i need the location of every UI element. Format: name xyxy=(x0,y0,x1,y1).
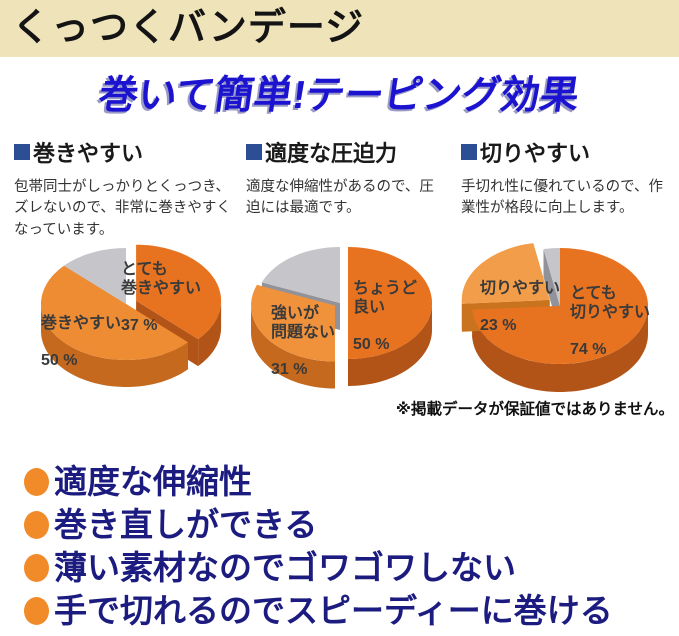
orange-dot-icon xyxy=(24,553,49,582)
feature-heading-text: 適度な圧迫力 xyxy=(265,141,398,166)
pie-chart-compression xyxy=(251,247,432,389)
feature-body: 手切れ性に優れているので、作業性が格段に向上します。 xyxy=(461,179,663,217)
pie-chart-cutting xyxy=(461,243,648,392)
square-bullet-icon xyxy=(246,144,262,160)
benefit-item: 適度な伸縮性 xyxy=(24,460,674,503)
product-banner: くっつくバンデージ xyxy=(0,0,679,57)
pie-slice-label: とても 切りやすい 74 % xyxy=(570,285,651,358)
feature-heading: 切りやすい xyxy=(461,136,673,168)
feature-easy-to-cut: 切りやすい 手切れ性に優れているので、作業性が格段に向上します。 xyxy=(461,136,673,220)
product-name: くっつくバンデージ xyxy=(12,7,365,49)
pie-slice-label: 切りやすい 23 % xyxy=(480,280,561,335)
feature-moderate-compression: 適度な圧迫力 適度な伸縮性があるので、圧迫には最適です。 xyxy=(246,136,444,220)
benefit-list: 適度な伸縮性 巻き直しができる 薄い素材なのでゴワゴワしない 手で切れるのでスピ… xyxy=(24,460,674,632)
pie-slice-label: とても 巻きやすい 37 % xyxy=(121,261,202,334)
feature-body: 適度な伸縮性があるので、圧迫には最適です。 xyxy=(246,179,434,217)
orange-dot-icon xyxy=(24,510,49,539)
feature-heading: 巻きやすい xyxy=(14,136,238,168)
benefit-item: 巻き直しができる xyxy=(24,503,674,546)
hero-title: 巻いて簡単!テーピング効果 xyxy=(96,74,582,117)
pie-slice-label: ちょうど 良い 50 % xyxy=(353,280,418,353)
pie-chart-wrapping xyxy=(41,244,222,387)
feature-columns: 巻きやすい 包帯同士がしっかりとくっつき、ズレないので、非常に巻きやすくなってい… xyxy=(0,136,679,238)
disclaimer-note: ※掲載データが保証値ではありません。 xyxy=(395,401,674,418)
pie-slice-label: 巻きやすい 50 % xyxy=(41,315,122,370)
feature-easy-to-wrap: 巻きやすい 包帯同士がしっかりとくっつき、ズレないので、非常に巻きやすくなってい… xyxy=(14,136,238,241)
feature-heading-text: 切りやすい xyxy=(480,141,591,166)
orange-dot-icon xyxy=(24,467,49,496)
feature-heading: 適度な圧迫力 xyxy=(246,136,444,168)
orange-dot-icon xyxy=(24,596,49,625)
feature-heading-text: 巻きやすい xyxy=(33,141,144,166)
survey-pie-charts: とても 巻きやすい 37 % 巻きやすい 50 % ちょうど 良い 50 % 強… xyxy=(0,232,679,404)
square-bullet-icon xyxy=(14,144,30,160)
feature-body: 包帯同士がしっかりとくっつき、ズレないので、非常に巻きやすくなっています。 xyxy=(14,179,231,238)
square-bullet-icon xyxy=(461,144,477,160)
benefit-item: 手で切れるのでスピーディーに巻ける xyxy=(24,589,674,632)
benefit-item: 薄い素材なのでゴワゴワしない xyxy=(24,546,674,589)
pie-slice-label: 強いが 問題ない 31 % xyxy=(271,305,336,378)
